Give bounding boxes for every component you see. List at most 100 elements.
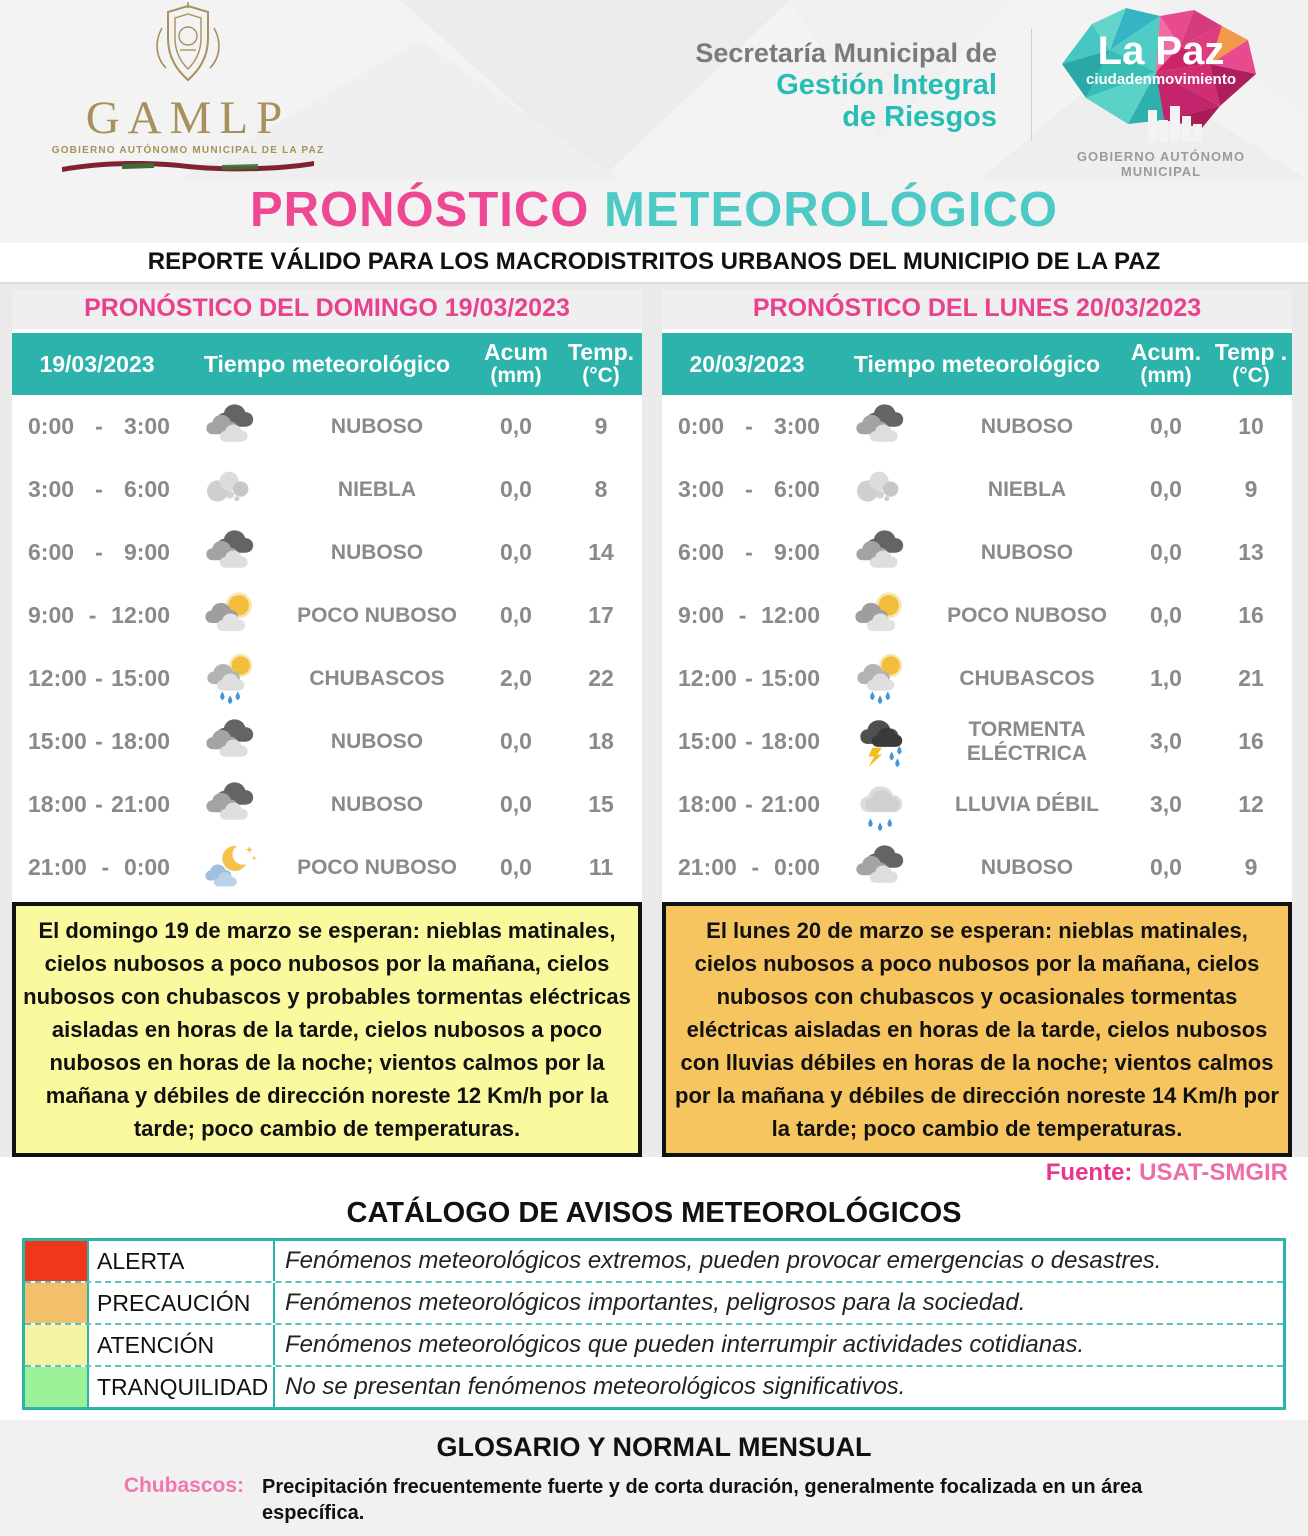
time-end: 9:00	[773, 539, 820, 565]
col-date: 20/03/2023	[689, 350, 805, 377]
forecast-row: 3:00-6:00 NIEBLA 0,0 9	[662, 458, 1292, 521]
alert-level-label: ALERTA	[87, 1241, 275, 1281]
time-start: 21:00	[28, 854, 87, 880]
time-range: 15:00-18:00	[662, 728, 832, 755]
time-end: 12:00	[111, 602, 170, 628]
lapaz-logo: La Paz ciudadenmovimiento GOBIERNO AUTÓN…	[1040, 2, 1308, 179]
alert-description: Fenómenos meteorológicos extremos, puede…	[285, 1247, 1162, 1274]
weather-icon-cell	[182, 714, 282, 770]
time-end: 18:00	[111, 728, 170, 754]
weather-icon-cell	[182, 840, 282, 896]
time-dash: -	[751, 854, 760, 880]
source-value: USAT-SMGIR	[1139, 1159, 1288, 1186]
clouds-icon	[206, 781, 254, 820]
time-dash: -	[95, 413, 103, 439]
temperature: 22	[588, 665, 614, 691]
clouds-icon	[206, 403, 254, 442]
time-start: 12:00	[678, 665, 737, 691]
summary-box-monday: El lunes 20 de marzo se esperan: nieblas…	[662, 902, 1292, 1157]
time-range: 12:00-15:00	[662, 665, 832, 692]
time-end: 21:00	[111, 791, 170, 817]
temperature: 11	[588, 854, 614, 880]
time-end: 15:00	[761, 665, 820, 691]
lapaz-logo-icon: La Paz ciudadenmovimiento	[1062, 7, 1256, 142]
precip-accum: 2,0	[500, 665, 532, 691]
glossary-entry: Chubascos: Precipitación frecuentemente …	[0, 1473, 1308, 1526]
time-dash: -	[738, 602, 747, 628]
weather-condition: LLUVIA DÉBIL	[955, 792, 1099, 816]
time-start: 15:00	[28, 728, 87, 754]
source-line: Fuente: USAT-SMGIR	[0, 1157, 1308, 1187]
rain-cloud-icon	[860, 785, 903, 831]
secretaria-line3: de Riesgos	[842, 101, 997, 134]
weather-condition: NUBOSO	[980, 855, 1074, 879]
time-start: 21:00	[678, 854, 737, 880]
gamlp-acronym: GAMLP	[85, 92, 291, 144]
weather-condition: NIEBLA	[987, 477, 1067, 501]
time-end: 15:00	[111, 665, 170, 691]
weather-condition: NUBOSO	[330, 729, 424, 753]
forecast-row: 15:00-18:00 NUBOSO 0,0 18	[12, 710, 642, 773]
col-weather: Tiempo meteorológico	[853, 350, 1101, 377]
precip-accum: 1,0	[1150, 665, 1182, 691]
time-range: 3:00-6:00	[662, 476, 832, 503]
time-dash: -	[95, 539, 103, 565]
time-dash: -	[88, 602, 97, 628]
time-dash: -	[95, 476, 103, 502]
col-acum: Acum. (mm)	[1130, 339, 1202, 388]
clouds-icon	[856, 403, 904, 442]
time-dash: -	[745, 476, 753, 502]
catalog-row: PRECAUCIÓN Fenómenos meteorológicos impo…	[25, 1281, 1283, 1323]
precip-accum: 0,0	[1150, 476, 1182, 502]
time-start: 0:00	[678, 413, 725, 439]
weather-icon-cell	[832, 399, 932, 455]
forecast-title-sunday: PRONÓSTICO DEL DOMINGO 19/03/2023	[12, 290, 642, 329]
forecast-header-sunday: 19/03/2023 Tiempo meteorológico Acum (mm…	[12, 333, 642, 395]
fog-icon	[856, 471, 899, 502]
glossary-section: GLOSARIO Y NORMAL MENSUAL Chubascos: Pre…	[0, 1420, 1308, 1536]
page-title-part2: METEOROLÓGICO	[604, 183, 1059, 237]
catalog-row: ALERTA Fenómenos meteorológicos extremos…	[25, 1241, 1283, 1281]
forecast-rows-sunday: 0:00-3:00 NUBOSO 0,0 9 3:00-6:00 NIEBLA …	[12, 395, 642, 899]
time-start: 18:00	[28, 791, 87, 817]
weather-condition: NUBOSO	[330, 540, 424, 564]
precip-accum: 0,0	[500, 413, 532, 439]
alert-level-label: TRANQUILIDAD	[87, 1367, 275, 1407]
header-divider	[1031, 29, 1032, 141]
time-range: 9:00-12:00	[662, 602, 832, 629]
clouds-icon	[206, 718, 254, 757]
forecast-table-monday: PRONÓSTICO DEL LUNES 20/03/2023 20/03/20…	[662, 290, 1292, 1157]
summary-text-monday: El lunes 20 de marzo se esperan: nieblas…	[675, 918, 1279, 1141]
forecast-row: 9:00-12:00 POCO NUBOSO 0,0 16	[662, 584, 1292, 647]
sun-rain-icon	[857, 653, 903, 704]
weather-condition: POCO NUBOSO	[297, 603, 457, 627]
fog-icon	[206, 471, 249, 502]
temperature: 9	[594, 413, 608, 439]
time-start: 9:00	[28, 602, 75, 628]
weather-icon-cell	[182, 462, 282, 518]
weather-condition: NUBOSO	[980, 414, 1074, 438]
time-end: 12:00	[761, 602, 820, 628]
weather-condition: NUBOSO	[330, 792, 424, 816]
sun-clouds-icon	[855, 591, 902, 631]
temperature: 21	[1238, 665, 1264, 691]
gamlp-ribbon-icon	[62, 160, 314, 172]
clouds-icon	[206, 529, 254, 568]
forecast-row: 3:00-6:00 NIEBLA 0,0 8	[12, 458, 642, 521]
forecast-row: 21:00-0:00 NUBOSO 0,0 9	[662, 836, 1292, 899]
weather-icon-cell	[832, 840, 932, 896]
temperature: 18	[588, 728, 614, 754]
weather-icon-cell	[182, 651, 282, 707]
forecast-row: 6:00-9:00 NUBOSO 0,0 14	[12, 521, 642, 584]
header: GAMLP GOBIERNO AUTÓNOMO MUNICIPAL DE LA …	[0, 0, 1308, 180]
gamlp-crest-icon	[156, 2, 220, 82]
forecast-row: 21:00-0:00 POCO NUBOSO 0,0 11	[12, 836, 642, 899]
precip-accum: 0,0	[1150, 413, 1182, 439]
secretaria-line1: Secretaría Municipal de	[695, 38, 997, 69]
temperature: 16	[1238, 728, 1264, 754]
time-start: 18:00	[678, 791, 737, 817]
catalog-title: CATÁLOGO DE AVISOS METEOROLÓGICOS	[0, 1187, 1308, 1238]
time-range: 6:00-9:00	[662, 539, 832, 566]
time-dash: -	[95, 665, 103, 691]
